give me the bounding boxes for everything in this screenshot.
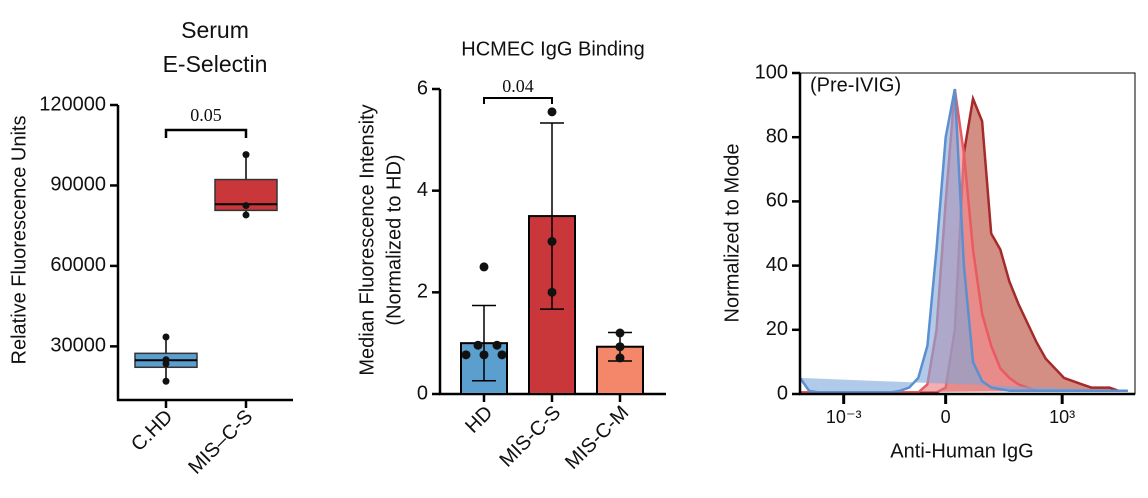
y-tick-label: 60000: [50, 254, 106, 276]
y-tick-label: 4: [417, 179, 428, 201]
data-point: [162, 333, 170, 341]
y-axis-label: (Normalized to HD): [383, 154, 405, 325]
x-tick-label: 0: [941, 407, 951, 427]
y-tick-label: 0: [417, 382, 428, 404]
data-point: [479, 350, 489, 360]
data-point: [242, 151, 250, 159]
title-line: Serum: [181, 17, 249, 43]
data-point: [162, 360, 170, 368]
data-point: [473, 340, 483, 350]
data-point: [547, 107, 557, 117]
y-tick-label: 2: [417, 281, 428, 303]
data-point: [479, 262, 489, 272]
y-tick-label: 120000: [39, 93, 106, 115]
data-point: [615, 353, 625, 363]
histogram-area: [798, 88, 1128, 394]
bracket: [164, 128, 248, 138]
data-point: [615, 342, 625, 352]
y-axis-label: Median Fluorescence Intensity: [356, 104, 378, 375]
annotation: 0.04: [502, 76, 534, 96]
x-tick-label: C.HD: [127, 406, 177, 456]
title-line: E-Selectin: [163, 51, 268, 77]
data-point: [461, 350, 471, 360]
data-point: [242, 202, 250, 210]
x-tick-label: MIS-C-S: [495, 402, 565, 472]
y-tick-label: 20: [766, 318, 788, 340]
y-axis-label: Normalized to Mode: [721, 144, 743, 323]
y-tick-label: 40: [766, 254, 788, 276]
data-point: [162, 377, 170, 385]
data-point: [615, 328, 625, 338]
bracket: [483, 97, 553, 104]
y-axis-label: Relative Fluorescence Units: [8, 116, 30, 365]
data-point: [242, 211, 250, 219]
data-point: [497, 350, 507, 360]
y-tick-label: 0: [777, 382, 788, 404]
data-point: [492, 340, 502, 350]
x-tick-label: MIS–C-S: [184, 406, 257, 479]
x-tick-label: HD: [461, 402, 497, 438]
x-tick-label: MIS-C-M: [561, 402, 633, 474]
x-axis-label: Anti-Human IgG: [890, 440, 1033, 462]
annotation: (Pre-IVIG): [810, 74, 901, 96]
y-tick-label: 100: [755, 61, 788, 83]
y-tick-label: 60: [766, 190, 788, 212]
chart-title: HCMEC IgG Binding: [461, 38, 644, 60]
x-tick-label: 10⁻³: [826, 407, 862, 427]
x-tick-label: 10³: [1049, 407, 1075, 427]
y-tick-label: 90000: [50, 174, 106, 196]
y-tick-label: 6: [417, 77, 428, 99]
annotation: 0.05: [190, 105, 222, 125]
data-point: [547, 287, 557, 297]
data-point: [547, 237, 557, 246]
y-tick-label: 80: [766, 125, 788, 147]
y-tick-label: 30000: [50, 335, 106, 357]
